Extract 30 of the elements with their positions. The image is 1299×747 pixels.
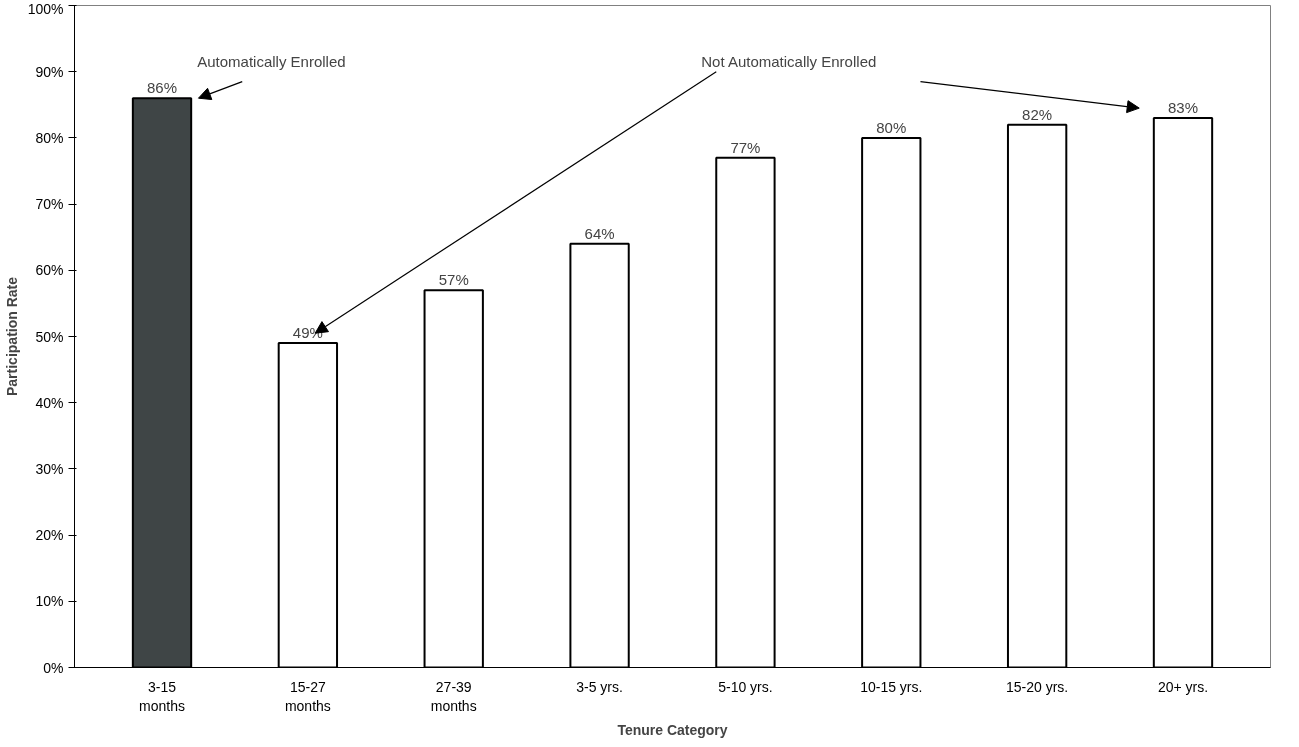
y-tick-label: 100%: [27, 0, 64, 17]
y-tick-label: 10%: [35, 593, 64, 610]
y-tick-label: 50%: [35, 328, 64, 345]
x-tick-label: 5-10 yrs.: [718, 678, 773, 695]
y-tick-label: 20%: [35, 527, 64, 544]
x-tick-label: 3-5 yrs.: [576, 678, 623, 695]
y-tick-label: 90%: [35, 63, 64, 80]
x-tick-label: 15-27 months: [284, 678, 331, 714]
x-tick-label: 20+ yrs.: [1157, 678, 1209, 695]
data-label: 64%: [584, 224, 615, 242]
y-axis-title: Participation Rate: [3, 276, 20, 397]
data-label: 82%: [1022, 105, 1053, 123]
data-label: 77%: [730, 138, 761, 156]
annotation: Automatically Enrolled: [197, 53, 346, 71]
x-axis-title: Tenure Category: [617, 721, 728, 738]
y-tick-label: 80%: [35, 129, 64, 146]
y-tick-label: 30%: [35, 460, 64, 477]
x-tick-label: 15-20 yrs.: [1006, 678, 1069, 695]
data-label: 57%: [438, 271, 469, 289]
y-tick-label: 70%: [35, 196, 64, 213]
x-tick-label: 27-39 months: [430, 678, 477, 714]
y-tick-label: 60%: [35, 262, 64, 279]
data-label: 83%: [1167, 99, 1199, 117]
data-label: 80%: [876, 118, 907, 136]
x-tick-label: 3-15 months: [139, 678, 185, 714]
x-tick-label: 10-15 yrs.: [860, 678, 923, 695]
annotation: Not Automatically Enrolled: [701, 53, 877, 71]
y-tick-label: 0%: [43, 659, 64, 676]
y-tick-label: 40%: [35, 394, 64, 411]
data-label: 86%: [147, 79, 178, 97]
